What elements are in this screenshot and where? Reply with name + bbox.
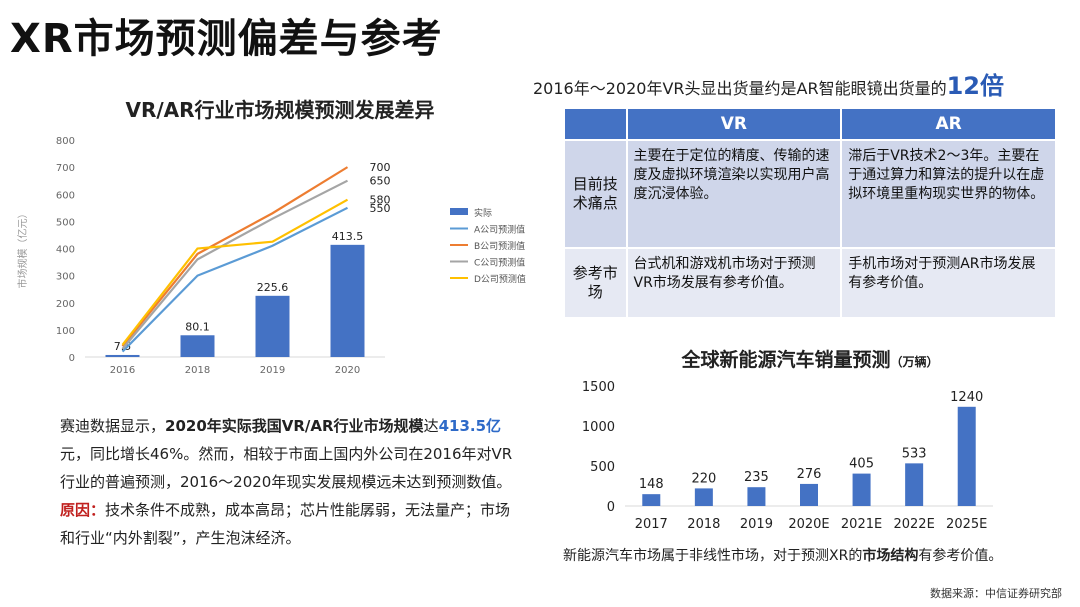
y-tick-label: 1000	[582, 420, 615, 435]
bar-sales	[957, 406, 976, 506]
chart-title-vr-ar: VR/AR行业市场规模预测发展差异	[125, 98, 435, 122]
y-tick-label: 700	[56, 163, 75, 174]
y-tick-label: 0	[607, 500, 615, 515]
bar-sales	[800, 483, 818, 506]
line-end-label: 700	[370, 161, 391, 174]
y-tick-label: 400	[56, 245, 75, 256]
forecast-line	[121, 166, 349, 347]
bar-actual	[255, 295, 290, 357]
nev-note: 新能源汽车市场属于非线性市场，对于预测XR的市场结构有参考价值。	[563, 545, 1073, 565]
y-tick-label: 500	[590, 460, 615, 475]
legend-swatch-bar	[450, 208, 468, 215]
cell-vr-pain-points: 主要在于定位的精度、传输的速度及虚拟环境渲染以实现用户高度沉浸体验。	[625, 139, 843, 249]
table-header-vr: VR	[625, 107, 843, 141]
bar-data-label: 220	[691, 471, 716, 486]
table-header-empty	[563, 107, 628, 141]
x-tick-label: 2020	[335, 365, 360, 376]
line-end-label: 550	[370, 202, 391, 215]
table-row: 参考市场 台式机和游戏机市场对于预测VR市场发展有参考价值。 手机市场对于预测A…	[563, 247, 1057, 319]
table-header-ar: AR	[840, 107, 1057, 141]
note-a: 新能源汽车市场属于非线性市场，对于预测XR的	[563, 548, 863, 564]
forecast-line	[121, 179, 348, 350]
bar-data-label: 533	[902, 446, 927, 461]
bar-sales	[747, 487, 766, 506]
x-tick-label: 2019	[260, 365, 285, 376]
reason-text: 技术条件不成熟，成本高昂；芯片性能孱弱，无法量产；市场和行业“内外割裂”，产生泡…	[60, 501, 511, 547]
bar-data-label: 413.5	[332, 230, 364, 243]
y-tick-label: 500	[56, 217, 75, 228]
desc-p1-c: 达	[423, 417, 439, 435]
row-label-pain-points: 目前技术痛点	[563, 139, 628, 249]
chart2-title-text: 全球新能源汽车销量预测	[681, 349, 891, 371]
bar-actual	[330, 244, 365, 357]
legend-label: B公司预测值	[474, 240, 525, 252]
x-tick-label: 2019	[740, 517, 773, 532]
legend-label: C公司预测值	[474, 257, 525, 269]
table-row: 目前技术痛点 主要在于定位的精度、传输的速度及虚拟环境渲染以实现用户高度沉浸体验…	[563, 139, 1057, 249]
desc-highlight-value: 413.5亿	[438, 417, 502, 435]
cell-ar-reference-market: 手机市场对于预测AR市场发展有参考价值。	[840, 247, 1057, 319]
bar-sales	[694, 488, 713, 506]
description-text: 赛迪数据显示，2020年实际我国VR/AR行业市场规模达413.5亿元，同比增长…	[60, 412, 520, 552]
forecast-line	[121, 206, 348, 353]
bar-data-label: 1240	[950, 390, 983, 405]
nev-sales-chart: 0 500 1000 1500 148 2017 220 2018 235 2019 276 2020…	[582, 380, 993, 532]
bar-actual	[180, 335, 215, 357]
desc-p1-a: 赛迪数据显示，	[60, 417, 166, 435]
note-c: 有参考价值。	[918, 548, 1003, 564]
data-source: 数据来源：中信证券研究部	[930, 587, 1062, 600]
y-tick-label: 800	[56, 136, 75, 147]
reason-label: 原因：	[60, 501, 106, 519]
forecast-line	[121, 198, 349, 346]
x-tick-label: 2020E	[788, 517, 829, 532]
bar-sales	[852, 473, 871, 506]
y-tick-label: 300	[56, 272, 75, 283]
legend-label: 实际	[474, 207, 492, 219]
x-tick-label: 2022E	[893, 517, 934, 532]
x-tick-label: 2025E	[946, 517, 987, 532]
bar-data-label: 225.6	[257, 281, 289, 294]
page-title: XR市场预测偏差与参考	[10, 16, 443, 62]
note-b: 市场结构	[862, 548, 919, 564]
x-tick-label: 2021E	[841, 517, 882, 532]
y-tick-label: 100	[56, 326, 75, 337]
bar-data-label: 405	[849, 457, 874, 472]
y-axis-label: 市场规模（亿元）	[16, 209, 29, 289]
header-text: 2016年～2020年VR头显出货量约是AR智能眼镜出货量的	[533, 79, 947, 98]
vr-ar-comparison-table: VR AR 目前技术痛点 主要在于定位的精度、传输的速度及虚拟环境渲染以实现用户…	[563, 107, 1057, 319]
line-end-label: 580	[370, 194, 391, 207]
row-label-reference-market: 参考市场	[563, 247, 628, 319]
bar-sales	[642, 494, 661, 506]
cell-ar-pain-points: 滞后于VR技术2～3年。主要在于通过算力和算法的提升以在虚拟环境里重构现实世界的…	[840, 139, 1057, 249]
shipment-ratio-header: 2016年～2020年VR头显出货量约是AR智能眼镜出货量的12倍	[533, 66, 1073, 101]
bar-actual	[105, 354, 140, 357]
x-tick-label: 2018	[687, 517, 720, 532]
y-tick-label: 0	[69, 353, 75, 364]
y-tick-label: 200	[56, 299, 75, 310]
legend-label: D公司预测值	[474, 273, 526, 285]
y-tick-label: 600	[56, 190, 75, 201]
desc-p1-b: 2020年实际我国VR/AR行业市场规模	[165, 417, 424, 435]
chart-title-nev: 全球新能源汽车销量预测（万辆）	[563, 345, 1057, 372]
bar-sales	[905, 463, 924, 506]
x-tick-label: 2018	[185, 365, 210, 376]
bar-data-label: 80.1	[185, 320, 210, 333]
cell-vr-reference-market: 台式机和游戏机市场对于预测VR市场发展有参考价值。	[625, 247, 843, 319]
bar-data-label: 235	[744, 470, 769, 485]
line-end-label: 650	[370, 175, 391, 188]
header-big-number: 12倍	[946, 72, 1004, 100]
bar-data-label: 276	[797, 467, 822, 482]
legend-label: A公司预测值	[474, 224, 525, 236]
desc-p1-e: 元，同比增长46%。然而，相较于市面上国内外公司在2016年对VR行业的普遍预测…	[60, 445, 513, 491]
table-header-row: VR AR	[563, 107, 1057, 141]
x-tick-label: 2016	[110, 365, 135, 376]
y-tick-label: 1500	[582, 380, 615, 395]
x-tick-label: 2017	[635, 517, 668, 532]
bar-data-label: 148	[639, 477, 664, 492]
vr-ar-market-chart: 市场规模（亿元） 0 100 200 300 400 500 600 700 800 2016 201…	[16, 136, 526, 376]
chart2-unit: （万辆）	[890, 355, 939, 369]
